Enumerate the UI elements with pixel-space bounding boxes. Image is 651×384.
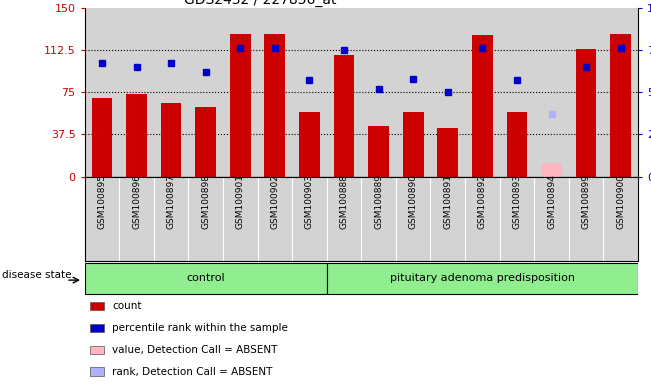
Bar — [575, 50, 596, 177]
Bar — [611, 33, 631, 177]
Text: control: control — [186, 273, 225, 283]
Bar — [264, 33, 285, 177]
Bar — [541, 163, 562, 177]
Bar — [230, 33, 251, 177]
Text: disease state: disease state — [2, 270, 71, 280]
Text: count: count — [113, 301, 142, 311]
Bar — [126, 94, 147, 177]
Bar — [90, 324, 104, 332]
Bar — [92, 98, 112, 177]
Bar — [85, 263, 327, 294]
Bar — [368, 126, 389, 177]
Bar — [437, 128, 458, 177]
Text: value, Detection Call = ABSENT: value, Detection Call = ABSENT — [113, 345, 278, 355]
Text: percentile rank within the sample: percentile rank within the sample — [113, 323, 288, 333]
Text: rank, Detection Call = ABSENT: rank, Detection Call = ABSENT — [113, 367, 273, 377]
Bar — [327, 263, 638, 294]
Bar — [195, 107, 216, 177]
Bar — [506, 113, 527, 177]
Bar — [472, 35, 493, 177]
Bar — [90, 346, 104, 354]
Bar — [299, 113, 320, 177]
Text: GDS2432 / 227856_at: GDS2432 / 227856_at — [184, 0, 337, 7]
Bar — [90, 367, 104, 376]
Bar — [90, 301, 104, 310]
Text: pituitary adenoma predisposition: pituitary adenoma predisposition — [390, 273, 575, 283]
Bar — [403, 113, 424, 177]
Bar — [161, 103, 182, 177]
Bar — [334, 55, 354, 177]
